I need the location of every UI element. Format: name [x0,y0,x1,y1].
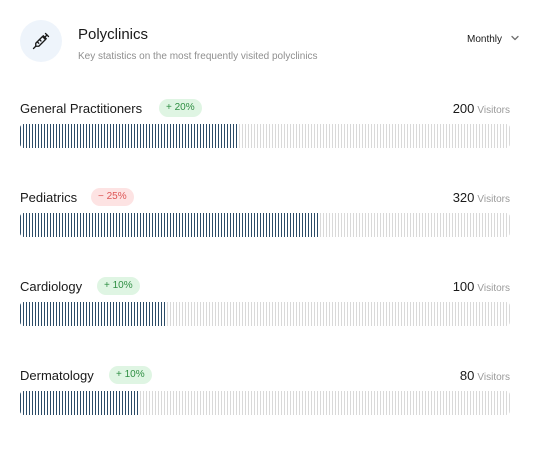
visitor-count-unit: Visitors [477,105,510,116]
clinic-row: General Practitioners + 20% 200 Visitors [20,99,510,160]
progress-bar [20,302,510,326]
widget-header: Polyclinics Key statistics on the most f… [20,20,520,64]
visitor-count: 200 Visitors [453,100,510,119]
visitor-count: 80 Visitors [460,367,510,386]
page-title: Polyclinics [78,26,149,43]
clinic-name: Cardiology [20,279,83,294]
progress-bar-fill [20,124,239,148]
clinic-row: Cardiology + 10% 100 Visitors [20,277,510,338]
progress-bar-fill [20,213,319,237]
progress-bar-fill [20,391,141,415]
period-dropdown[interactable]: Monthly [467,33,520,46]
change-badge: + 10% [97,277,140,295]
progress-bar [20,391,510,415]
visitor-count-value: 80 [459,368,475,383]
clinic-name: General Practitioners [20,101,143,116]
visitor-count-value: 100 [452,279,475,294]
change-badge: − 25% [91,188,134,206]
visitor-count-unit: Visitors [477,283,510,294]
change-badge: + 20% [159,99,202,117]
visitor-count: 100 Visitors [453,278,510,297]
progress-bar-fill [20,302,167,326]
change-badge: + 10% [109,366,152,384]
syringe-icon [20,20,62,62]
chevron-down-icon [510,33,520,46]
period-dropdown-label: Monthly [466,34,502,45]
clinic-name: Pediatrics [20,190,78,205]
clinic-row: Pediatrics − 25% 320 Visitors [20,188,510,249]
visitor-count-unit: Visitors [477,194,510,205]
clinic-row: Dermatology + 10% 80 Visitors [20,366,510,427]
visitor-count-value: 320 [452,190,475,205]
page-subtitle: Key statistics on the most frequently vi… [78,51,318,62]
progress-bar [20,213,510,237]
visitor-count-value: 200 [452,101,475,116]
visitor-count-unit: Visitors [477,372,510,383]
visitor-count: 320 Visitors [453,189,510,208]
clinic-name: Dermatology [20,368,94,383]
progress-bar [20,124,510,148]
